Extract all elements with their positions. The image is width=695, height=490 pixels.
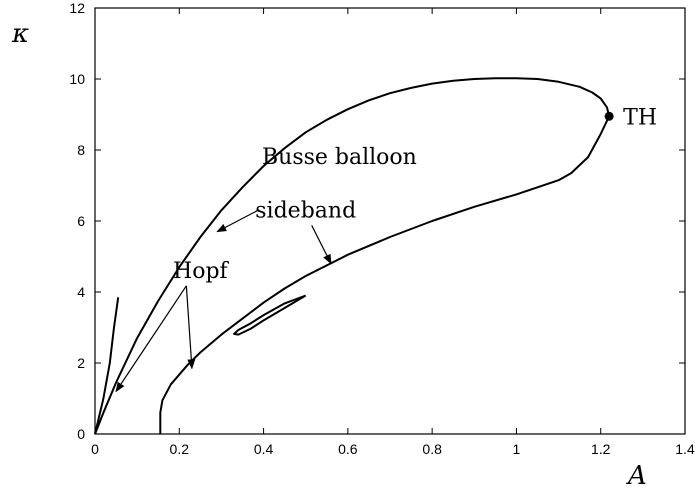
x-axis-label: A xyxy=(626,461,647,490)
point-label: TH xyxy=(623,105,657,130)
y-tick-label: 0 xyxy=(77,426,85,442)
y-tick-label: 6 xyxy=(77,213,85,229)
x-tick-label: 0.4 xyxy=(254,441,274,457)
annotation-label: Busse balloon xyxy=(262,145,417,170)
x-tick-label: 0.2 xyxy=(170,441,190,457)
x-tick-label: 0.6 xyxy=(338,441,358,457)
y-axis-label: κ xyxy=(11,19,29,49)
points: TH xyxy=(604,105,657,130)
series-line-0 xyxy=(94,77,611,435)
y-axis: 0 2 4 6 8 10 12 xyxy=(69,0,685,442)
curves xyxy=(94,77,611,435)
annotation-arrow xyxy=(115,285,187,393)
annotation-label: Hopf xyxy=(173,259,230,284)
series-line-2 xyxy=(233,294,307,336)
y-tick-label: 8 xyxy=(77,142,85,158)
point-marker xyxy=(604,111,614,121)
y-tick-label: 4 xyxy=(77,284,85,300)
y-tick-label: 12 xyxy=(69,0,85,16)
y-tick-label: 2 xyxy=(77,355,85,371)
annotation-arrow xyxy=(311,225,332,265)
y-tick-label: 10 xyxy=(69,71,85,87)
annotation-arrow xyxy=(185,285,196,370)
annotation-label: sideband xyxy=(255,198,356,223)
series-line-3 xyxy=(94,297,120,435)
x-tick-label: 1 xyxy=(513,441,521,457)
arrows xyxy=(115,209,332,393)
x-axis: 0 0.2 0.4 0.6 0.8 1 1.2 1.4 xyxy=(91,8,695,457)
series-line-1 xyxy=(159,115,611,434)
annotations: Busse balloon sideband Hopf xyxy=(173,145,417,284)
x-tick-label: 1.4 xyxy=(675,441,695,457)
x-tick-label: 0.8 xyxy=(422,441,442,457)
x-tick-label: 1.2 xyxy=(591,441,611,457)
x-tick-label: 0 xyxy=(91,441,99,457)
annotation-arrow xyxy=(216,209,258,233)
